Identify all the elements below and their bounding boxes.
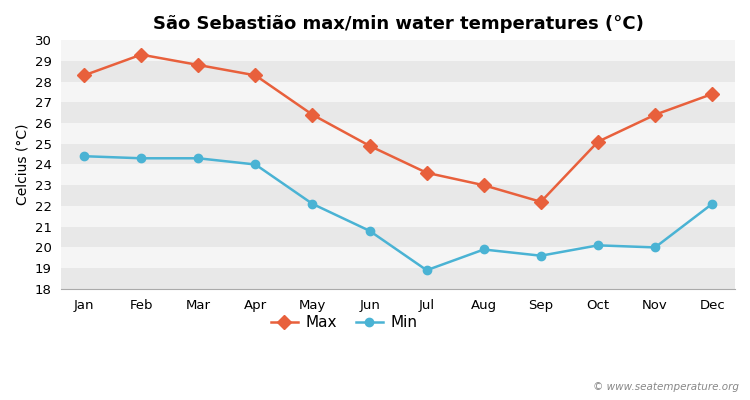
Max: [650, 112, 659, 117]
Bar: [62, 268, 735, 289]
Legend: Max, Min: Max, Min: [265, 309, 424, 336]
Bar: [62, 123, 735, 144]
Max: [479, 183, 488, 188]
Min: [650, 245, 659, 250]
Max: [136, 52, 146, 57]
Min: [365, 228, 374, 233]
Bar: [62, 40, 735, 61]
Title: São Sebastião max/min water temperatures (°C): São Sebastião max/min water temperatures…: [153, 15, 644, 33]
Min: [308, 202, 317, 206]
Min: [708, 202, 717, 206]
Min: [422, 268, 431, 273]
Bar: [62, 102, 735, 123]
Bar: [62, 164, 735, 185]
Bar: [62, 144, 735, 164]
Min: [80, 154, 88, 159]
Bar: [62, 206, 735, 227]
Bar: [62, 227, 735, 248]
Line: Min: Min: [80, 152, 716, 274]
Max: [708, 92, 717, 96]
Max: [251, 73, 260, 78]
Y-axis label: Celcius (°C): Celcius (°C): [15, 124, 29, 205]
Min: [194, 156, 202, 161]
Min: [479, 247, 488, 252]
Bar: [62, 82, 735, 102]
Min: [251, 162, 260, 167]
Bar: [62, 185, 735, 206]
Max: [536, 200, 545, 204]
Max: [365, 144, 374, 148]
Max: [422, 170, 431, 175]
Bar: [62, 248, 735, 268]
Min: [593, 243, 602, 248]
Text: © www.seatemperature.org: © www.seatemperature.org: [592, 382, 739, 392]
Max: [80, 73, 88, 78]
Max: [194, 62, 202, 67]
Max: [308, 112, 317, 117]
Line: Max: Max: [80, 50, 717, 207]
Max: [593, 139, 602, 144]
Bar: [62, 61, 735, 82]
Min: [536, 253, 545, 258]
Min: [136, 156, 146, 161]
